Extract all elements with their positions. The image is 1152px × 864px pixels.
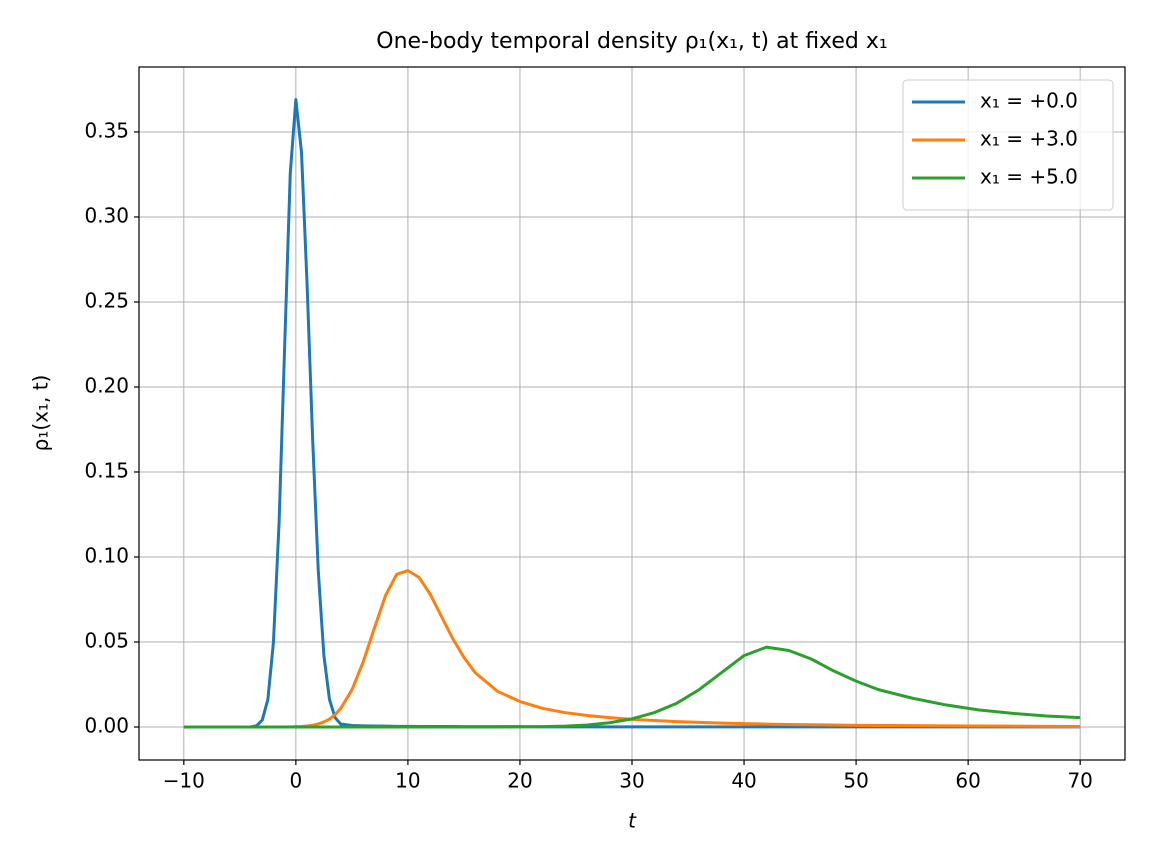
y-tick-label: 0.15: [84, 458, 129, 482]
y-tick-label: 0.05: [84, 629, 129, 653]
x-tick-label: 70: [1067, 769, 1092, 793]
y-tick-label: 0.20: [84, 373, 129, 397]
legend-label: x₁ = +3.0: [980, 127, 1078, 151]
legend-label: x₁ = +0.0: [980, 89, 1078, 113]
x-tick-label: 10: [395, 769, 420, 793]
x-axis-label: t: [628, 809, 637, 833]
plot-area: [183, 98, 1081, 729]
y-tick-label: 0.35: [84, 118, 129, 142]
line-series: [183, 645, 1081, 729]
legend: x₁ = +0.0 x₁ = +3.0 x₁ = +5.0: [902, 79, 1114, 211]
x-tick-label: 30: [619, 769, 644, 793]
y-tick-label: 0.00: [84, 714, 129, 738]
x-tick-label: 0: [289, 769, 302, 793]
x-tick-label: −10: [163, 769, 205, 793]
y-tick-label: 0.25: [84, 288, 129, 312]
y-axis-label: ρ₁(x₁, t): [29, 375, 53, 452]
y-tick-label: 0.30: [84, 203, 129, 227]
y-tick-label: 0.10: [84, 543, 129, 567]
x-tick-label: 40: [731, 769, 756, 793]
x-tick-label: 60: [955, 769, 980, 793]
x-tick-label: 20: [507, 769, 532, 793]
chart-title: One-body temporal density ρ₁(x₁, t) at f…: [376, 29, 887, 54]
x-tick-label: 50: [843, 769, 868, 793]
legend-label: x₁ = +5.0: [980, 165, 1078, 189]
